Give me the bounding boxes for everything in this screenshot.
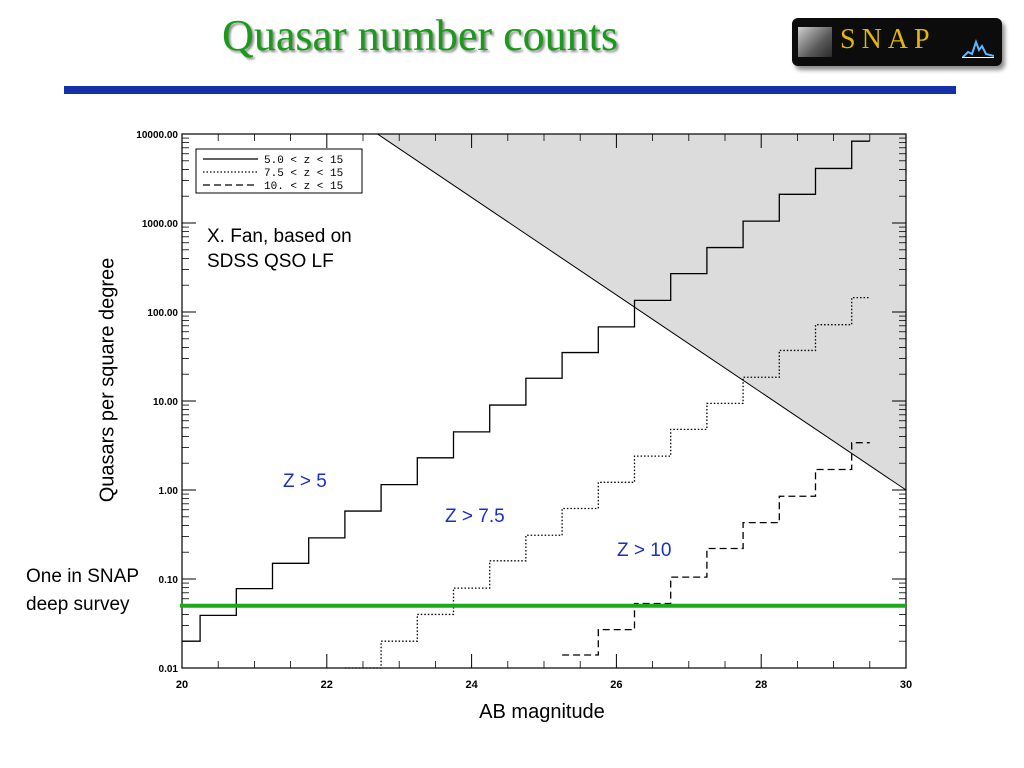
- spectrum-icon: [962, 39, 994, 58]
- x-tick-label: 22: [321, 679, 333, 691]
- z75-label: Z > 7.5: [445, 506, 505, 527]
- legend-label-3: 10. < z < 15: [264, 181, 343, 193]
- snap-survey-note: One in SNAP deep survey: [26, 563, 139, 619]
- source-note: X. Fan, based on SDSS QSO LF: [207, 224, 352, 274]
- z5-label: Z > 5: [283, 471, 327, 492]
- y-tick-label: 0.10: [159, 575, 179, 586]
- series-line-3: [562, 442, 870, 656]
- x-tick-label: 24: [465, 679, 478, 691]
- x-tick-label: 20: [176, 679, 188, 691]
- legend-label-2: 7.5 < z < 15: [264, 168, 343, 180]
- y-tick-label: 1000.00: [142, 219, 179, 230]
- slide-title: Quasar number counts: [222, 11, 618, 60]
- y-tick-label: 0.01: [159, 664, 179, 675]
- logo-text: SNAP: [840, 24, 936, 55]
- y-tick-label: 10.00: [153, 397, 178, 408]
- x-tick-label: 26: [610, 679, 622, 691]
- legend-label-1: 5.0 < z < 15: [264, 155, 343, 167]
- diagonal-limit-line: [377, 133, 907, 491]
- x-tick-label: 28: [755, 679, 767, 691]
- x-axis-label: AB magnitude: [479, 701, 605, 723]
- series-line-1: [182, 140, 870, 642]
- y-axis-label: Quasars per square degree: [96, 257, 119, 503]
- snap-survey-line2: deep survey: [26, 594, 130, 615]
- snap-survey-line1: One in SNAP: [26, 566, 139, 587]
- title-rule: [64, 86, 956, 94]
- y-tick-label: 100.00: [147, 308, 178, 319]
- y-tick-label: 1.00: [159, 486, 179, 497]
- legend-box: [195, 148, 363, 194]
- y-tick-label: 10000.00: [136, 130, 178, 141]
- telescope-image: [798, 27, 832, 57]
- source-note-line2: SDSS QSO LF: [207, 251, 334, 272]
- x-tick-label: 30: [900, 679, 912, 691]
- source-note-line1: X. Fan, based on: [207, 226, 352, 247]
- z10-label: Z > 10: [617, 540, 672, 561]
- snap-logo: SNAP: [792, 18, 1002, 66]
